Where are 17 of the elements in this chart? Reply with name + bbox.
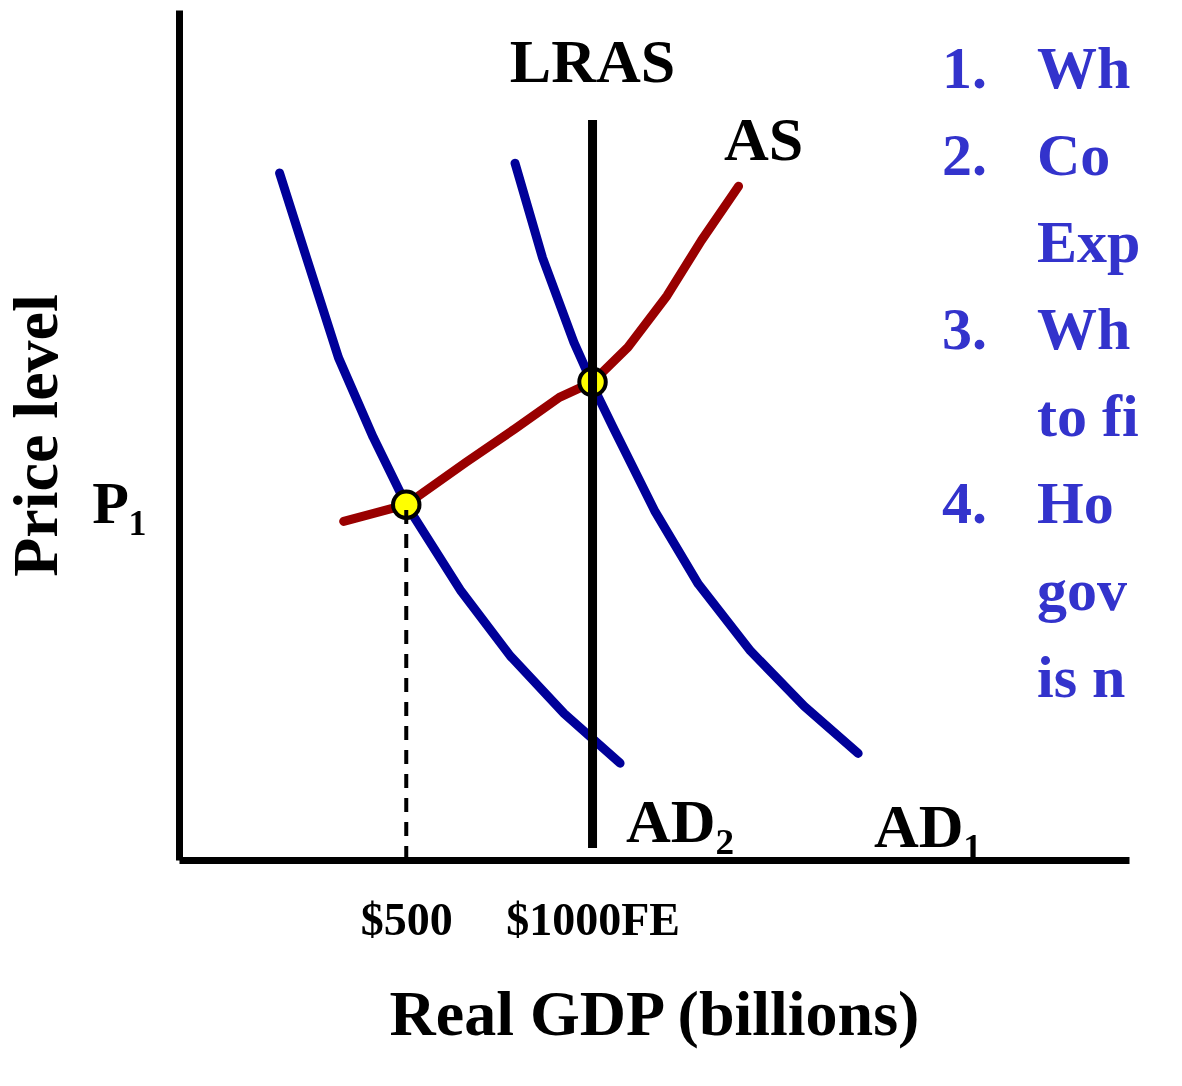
text: P₁ [92, 470, 147, 536]
annotation: 3. Wh [942, 296, 1131, 362]
annotation: to fi [1037, 383, 1139, 449]
annotation: is n [1037, 644, 1126, 710]
x-tick-label: $500 [360, 893, 453, 945]
ref-line-label: LRAS [509, 27, 676, 95]
series-label: AD₂ [626, 787, 735, 856]
series-label: AS [723, 105, 804, 174]
x-tick-label: $1000FE [506, 893, 680, 945]
annotation: 4. Ho [942, 470, 1114, 536]
annotation: gov [1037, 557, 1127, 623]
x-axis-title: Real GDP (billions) [389, 977, 920, 1049]
y-axis-title: Price level [0, 294, 71, 577]
text: 1. Wh [942, 35, 1131, 101]
annotation: Exp [1037, 209, 1141, 275]
annotation: 2. Co [942, 122, 1111, 188]
series-label: AD₁ [874, 792, 983, 861]
